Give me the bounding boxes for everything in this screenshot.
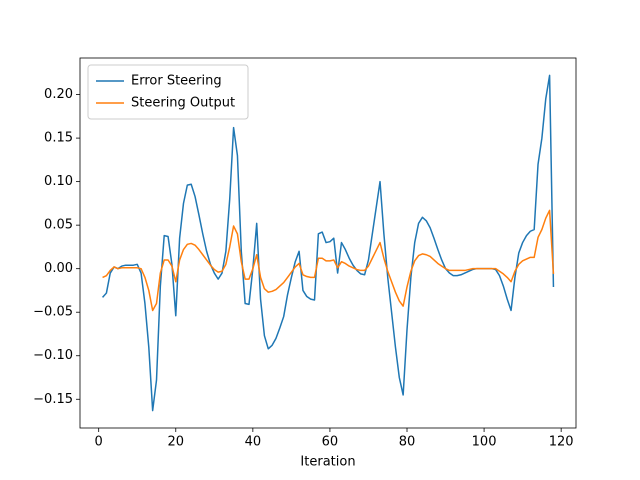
x-axis-label: Iteration <box>300 455 355 470</box>
series-line <box>101 74 555 412</box>
y-tick-label: 0.20 <box>44 87 73 102</box>
axes-frame <box>79 57 577 429</box>
x-tick-label: 40 <box>245 435 262 450</box>
x-tick-label: 120 <box>549 435 574 450</box>
y-tick-label: −0.05 <box>33 305 73 320</box>
y-tick-label: −0.15 <box>33 392 73 407</box>
x-tick-label: 0 <box>95 435 103 450</box>
legend-box <box>87 64 249 120</box>
y-tick-label: 0.00 <box>44 261 73 276</box>
y-tick-label: 0.10 <box>44 174 73 189</box>
legend-label: Error Steering <box>131 74 222 89</box>
y-tick-label: −0.10 <box>33 348 73 363</box>
series-line <box>102 209 555 312</box>
x-tick-label: 20 <box>167 435 184 450</box>
y-tick-label: 0.15 <box>44 131 73 146</box>
y-tick-label: 0.05 <box>44 218 73 233</box>
legend-label: Steering Output <box>131 96 235 111</box>
x-tick-label: 100 <box>472 435 497 450</box>
x-tick-label: 80 <box>399 435 416 450</box>
x-tick-label: 60 <box>322 435 339 450</box>
